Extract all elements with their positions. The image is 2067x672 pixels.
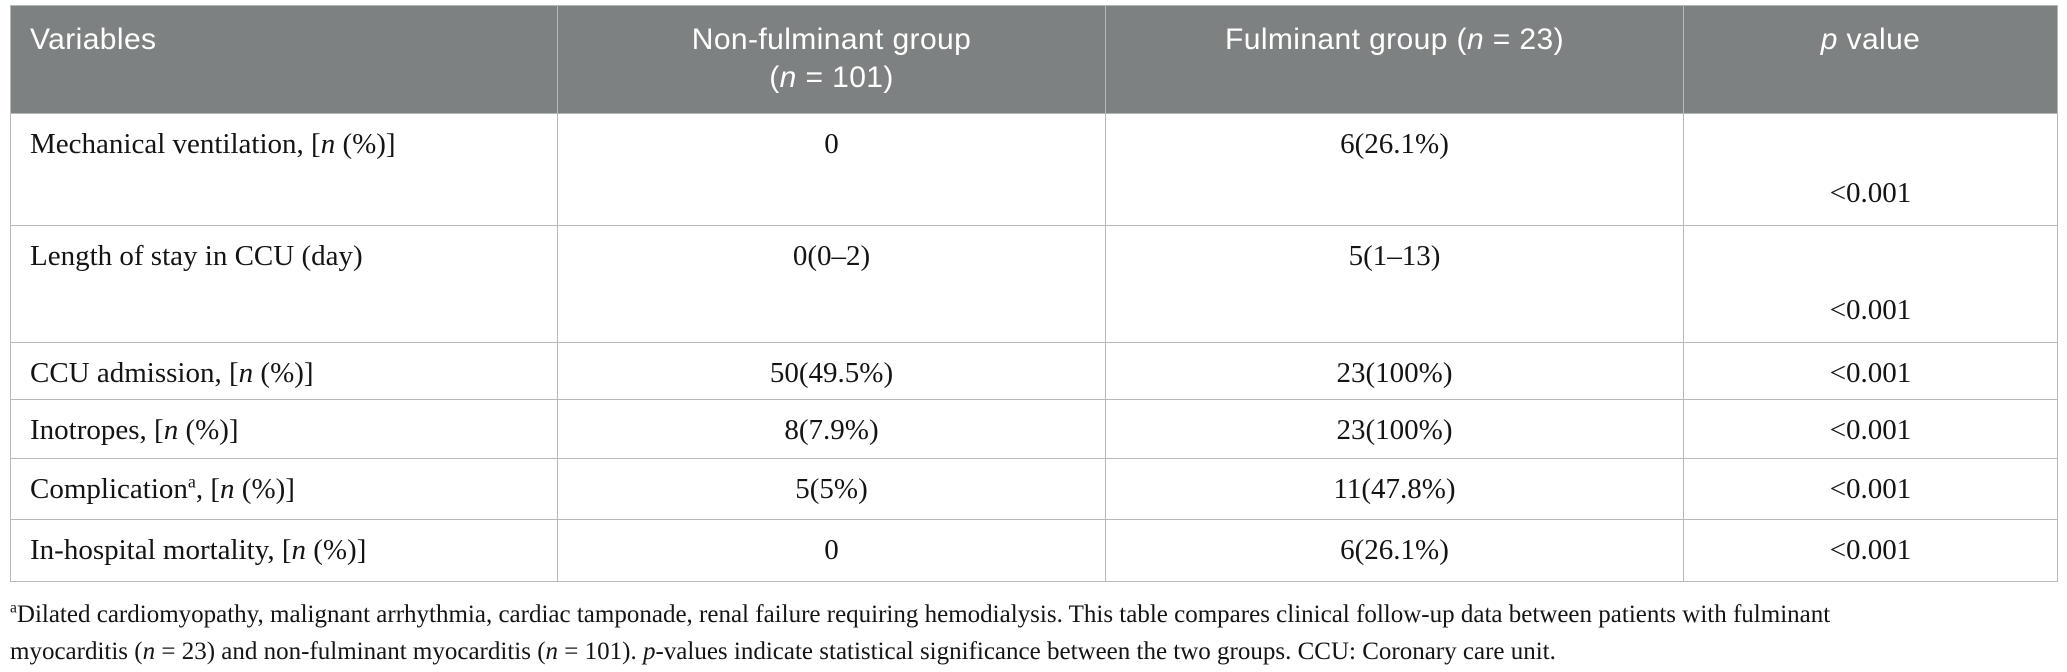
header-label-line2: (n = 101) xyxy=(769,61,894,94)
table-footnote: aDilated cardiomyopathy, malignant arrhy… xyxy=(10,596,2057,670)
nonfulminant-value-cell: 5(5%) xyxy=(557,458,1106,520)
column-header-fulminant-group: Fulminant group (n = 23) xyxy=(1105,5,1684,114)
table-row-ccu-admission: CCU admission, [n (%)] 50(49.5%) 23(100%… xyxy=(10,342,2058,400)
pvalue-cell: <0.001 xyxy=(1683,519,2058,582)
nonfulminant-value-cell: 0(0–2) xyxy=(557,225,1106,343)
table-row-complication: Complicationa, [n (%)] 5(5%) 11(47.8%) <… xyxy=(10,458,2058,520)
column-header-pvalue: p value xyxy=(1683,5,2058,114)
pvalue-cell: <0.001 xyxy=(1683,342,2058,400)
clinical-followup-table: Variables Non-fulminant group (n = 101) … xyxy=(10,5,2058,582)
header-label: Variables xyxy=(30,23,157,56)
pvalue-cell: <0.001 xyxy=(1683,113,2058,226)
footnote-line-2: myocarditis (n = 23) and non-fulminant m… xyxy=(10,638,1556,665)
fulminant-value-cell: 6(26.1%) xyxy=(1105,113,1684,226)
column-header-nonfulminant-group: Non-fulminant group (n = 101) xyxy=(557,5,1106,114)
fulminant-value-cell: 6(26.1%) xyxy=(1105,519,1684,582)
fulminant-value-cell: 11(47.8%) xyxy=(1105,458,1684,520)
fulminant-value-cell: 23(100%) xyxy=(1105,399,1684,459)
nonfulminant-value-cell: 8(7.9%) xyxy=(557,399,1106,459)
variable-cell: CCU admission, [n (%)] xyxy=(10,342,558,400)
variable-cell: Complicationa, [n (%)] xyxy=(10,458,558,520)
header-label: p value xyxy=(1820,23,1921,56)
pvalue-cell: <0.001 xyxy=(1683,399,2058,459)
fulminant-value-cell: 23(100%) xyxy=(1105,342,1684,400)
table-row-mechanical-ventilation: Mechanical ventilation, [n (%)] 0 6(26.1… xyxy=(10,113,2058,226)
table-row-ccu-length-of-stay: Length of stay in CCU (day) 0(0–2) 5(1–1… xyxy=(10,225,2058,343)
footnote-superscript-a: a xyxy=(10,599,17,617)
fulminant-value-cell: 5(1–13) xyxy=(1105,225,1684,343)
table-row-inotropes: Inotropes, [n (%)] 8(7.9%) 23(100%) <0.0… xyxy=(10,399,2058,459)
nonfulminant-value-cell: 0 xyxy=(557,113,1106,226)
variable-cell: In-hospital mortality, [n (%)] xyxy=(10,519,558,582)
variable-cell: Mechanical ventilation, [n (%)] xyxy=(10,113,558,226)
pvalue-cell: <0.001 xyxy=(1683,458,2058,520)
header-label-line1: Non-fulminant group xyxy=(691,23,972,56)
header-label: Fulminant group (n = 23) xyxy=(1225,23,1564,56)
header-row: Variables Non-fulminant group (n = 101) … xyxy=(10,5,2058,114)
variable-cell: Length of stay in CCU (day) xyxy=(10,225,558,343)
nonfulminant-value-cell: 50(49.5%) xyxy=(557,342,1106,400)
pvalue-cell: <0.001 xyxy=(1683,225,2058,343)
variable-cell: Inotropes, [n (%)] xyxy=(10,399,558,459)
nonfulminant-value-cell: 0 xyxy=(557,519,1106,582)
column-header-variables: Variables xyxy=(10,5,558,114)
table-row-in-hospital-mortality: In-hospital mortality, [n (%)] 0 6(26.1%… xyxy=(10,519,2058,582)
footnote-line-1: aDilated cardiomyopathy, malignant arrhy… xyxy=(10,599,1831,628)
